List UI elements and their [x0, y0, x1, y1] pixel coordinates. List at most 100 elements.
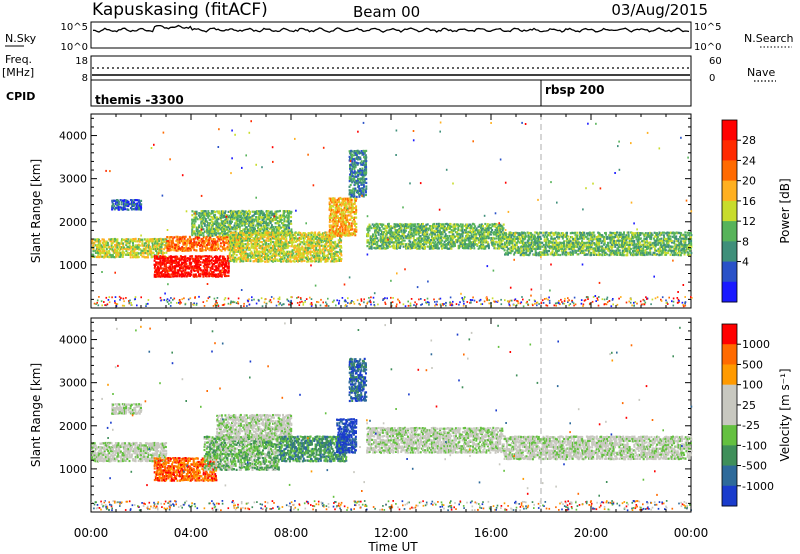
- power-colorbar-swatch: [722, 221, 737, 242]
- velocity-echo-band: [216, 413, 293, 441]
- power-echo-band: [191, 209, 293, 237]
- nsky-tick-top: 10^5: [61, 22, 88, 33]
- x-axis-label: Time UT: [367, 540, 418, 554]
- nsearch-tick-bottom: 10^0: [694, 42, 721, 53]
- power-colorbar-tick-label: 24: [742, 154, 756, 167]
- freq-tick-bottom: 8: [82, 73, 88, 84]
- power-colorbar-frame: [721, 119, 738, 303]
- freq-unit: [MHz]: [2, 66, 34, 79]
- cpid-label: CPID: [6, 90, 35, 103]
- velocity-colorbar-swatch: [722, 404, 737, 426]
- velocity-colorbar-swatch: [722, 364, 737, 386]
- nsky-label: N.Sky: [5, 32, 37, 45]
- velocity-colorbar-tick-label: -25: [742, 419, 760, 432]
- power-ytick-label: 1000: [59, 259, 87, 272]
- velocity-colorbar-tick-label: 500: [742, 358, 763, 371]
- velocity-panel: 1000 2000 3000 4000 Slant Range [km]: [29, 317, 693, 513]
- power-colorbar-swatch: [722, 200, 737, 222]
- nave-tick-top: 60: [709, 56, 722, 67]
- velocity-ytick-label: 2000: [59, 420, 87, 433]
- time-tick-label: 12:00: [374, 526, 409, 540]
- velocity-colorbar-tick-label: -500: [742, 460, 767, 473]
- nsearch-tick-top: 10^5: [694, 22, 721, 33]
- velocity-colorbar-swatch: [722, 324, 737, 345]
- cpid-segment-rbsp: rbsp 200: [545, 83, 604, 97]
- power-colorbar-tick-label: 4: [742, 256, 749, 269]
- velocity-echo-band: [91, 441, 168, 463]
- nsky-tick-bottom: 10^0: [61, 42, 88, 53]
- freq-tick-top: 18: [75, 56, 88, 67]
- nsky-strip-frame: [90, 21, 692, 49]
- velocity-echo-band: [348, 357, 368, 403]
- power-colorbar-tick-label: 12: [742, 215, 756, 228]
- nave-tick-bottom: 0: [709, 73, 715, 84]
- velocity-colorbar-tick-label: 100: [742, 379, 763, 392]
- velocity-echo-band: [366, 426, 505, 454]
- velocity-colorbar-swatch: [722, 465, 737, 487]
- velocity-colorbar-tick-label: 25: [742, 399, 756, 412]
- power-colorbar-swatch: [722, 120, 737, 141]
- power-panel: 1000 2000 3000 4000 Slant Range [km]: [29, 113, 693, 309]
- velocity-ytick-label: 4000: [59, 334, 87, 347]
- station-title: Kapuskasing (fitACF): [92, 0, 268, 20]
- cpid-segment-themis: themis -3300: [95, 93, 184, 107]
- time-tick-label: 20:00: [574, 526, 609, 540]
- power-colorbar: 28 24 20 16 12 8 4 Power [dB]: [721, 119, 792, 303]
- velocity-echo-band: [153, 457, 218, 482]
- power-echo-band: [366, 222, 505, 250]
- freq-strip-frame: [90, 55, 692, 81]
- time-tick-label: 00:00: [74, 526, 109, 540]
- velocity-ytick-label: 1000: [59, 463, 87, 476]
- power-echo-band: [153, 255, 230, 278]
- power-colorbar-tick-label: 28: [742, 134, 756, 147]
- velocity-ground-scatter: [91, 500, 692, 512]
- velocity-colorbar-frame: [721, 323, 738, 507]
- power-colorbar-tick-label: 20: [742, 175, 756, 188]
- power-ground-scatter: [93, 295, 693, 308]
- velocity-noise: [101, 322, 693, 498]
- power-colorbar-swatch: [722, 140, 737, 161]
- velocity-echo-cells: [91, 322, 693, 512]
- velocity-ytick-label: 3000: [59, 377, 87, 390]
- velocity-echo-band: [111, 403, 143, 415]
- velocity-colorbar-tick-label: 1000: [742, 338, 770, 351]
- power-echo-band: [91, 237, 168, 259]
- nave-label: Nave: [747, 66, 775, 79]
- power-colorbar-tick-label: 8: [742, 235, 749, 248]
- power-echo-band: [228, 231, 343, 263]
- time-axis: 00:00 04:00 08:00 12:00 16:00 20:00 00:00: [74, 526, 709, 540]
- velocity-colorbar-swatch: [722, 425, 737, 446]
- power-ytick-label: 2000: [59, 216, 87, 229]
- power-colorbar-tick-label: 16: [742, 195, 756, 208]
- velocity-frame: [90, 317, 692, 513]
- velocity-echo-band: [278, 435, 348, 463]
- velocity-ylabel: Slant Range [km]: [29, 363, 43, 467]
- power-colorbar-swatch: [722, 160, 737, 182]
- velocity-echo-band: [503, 435, 693, 461]
- velocity-colorbar-tick-label: -100: [742, 439, 767, 452]
- cpid-strip-frame: [90, 79, 692, 107]
- velocity-colorbar-swatch: [722, 344, 737, 365]
- time-tick-label: 16:00: [474, 526, 509, 540]
- power-ytick-label: 4000: [59, 130, 87, 143]
- time-tick-label: 04:00: [174, 526, 209, 540]
- power-echo-cells: [91, 120, 693, 308]
- nsky-trace: [92, 24, 690, 33]
- velocity-colorbar: 1000 500 100 25 -25 -100 -500 -1000 Velocity [m …: [721, 323, 792, 507]
- power-colorbar-swatch: [722, 180, 737, 202]
- velocity-colorbar-label: Velocity [m s⁻¹]: [778, 368, 792, 461]
- velocity-colorbar-swatch: [722, 485, 737, 507]
- power-colorbar-swatch: [722, 241, 737, 263]
- velocity-echo-band: [336, 418, 358, 454]
- power-noise: [101, 120, 693, 297]
- power-ytick-label: 3000: [59, 173, 87, 186]
- velocity-colorbar-swatch: [722, 445, 737, 467]
- power-colorbar-swatch: [722, 261, 737, 283]
- power-colorbar-swatch: [722, 281, 737, 303]
- velocity-colorbar-tick-label: -1000: [742, 480, 774, 493]
- freq-label: Freq.: [5, 53, 32, 66]
- power-echo-band: [328, 196, 358, 237]
- beam-title: Beam 00: [353, 3, 420, 21]
- power-echo-band: [348, 149, 368, 199]
